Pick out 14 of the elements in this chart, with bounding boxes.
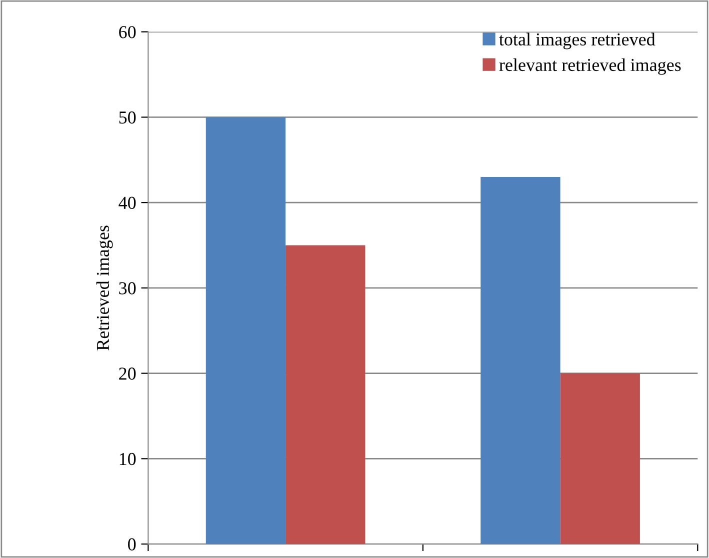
y-tick-label: 50 xyxy=(119,111,136,124)
y-tick-label: 40 xyxy=(118,196,136,209)
y-tick-label: 10 xyxy=(120,452,136,466)
legend-label: relevant retrieved images xyxy=(499,58,681,75)
y-axis-title: Retrieved images xyxy=(96,226,113,350)
y-tick-label: 20 xyxy=(119,368,136,380)
bar xyxy=(206,117,286,544)
y-tick-label: 0 xyxy=(128,538,136,550)
y-tick-label: 60 xyxy=(119,26,136,38)
bar xyxy=(286,245,366,544)
legend-label: total images retrieved xyxy=(499,32,656,50)
bar xyxy=(480,176,560,544)
bar xyxy=(560,373,640,544)
y-tick-label: 30 xyxy=(119,282,136,294)
